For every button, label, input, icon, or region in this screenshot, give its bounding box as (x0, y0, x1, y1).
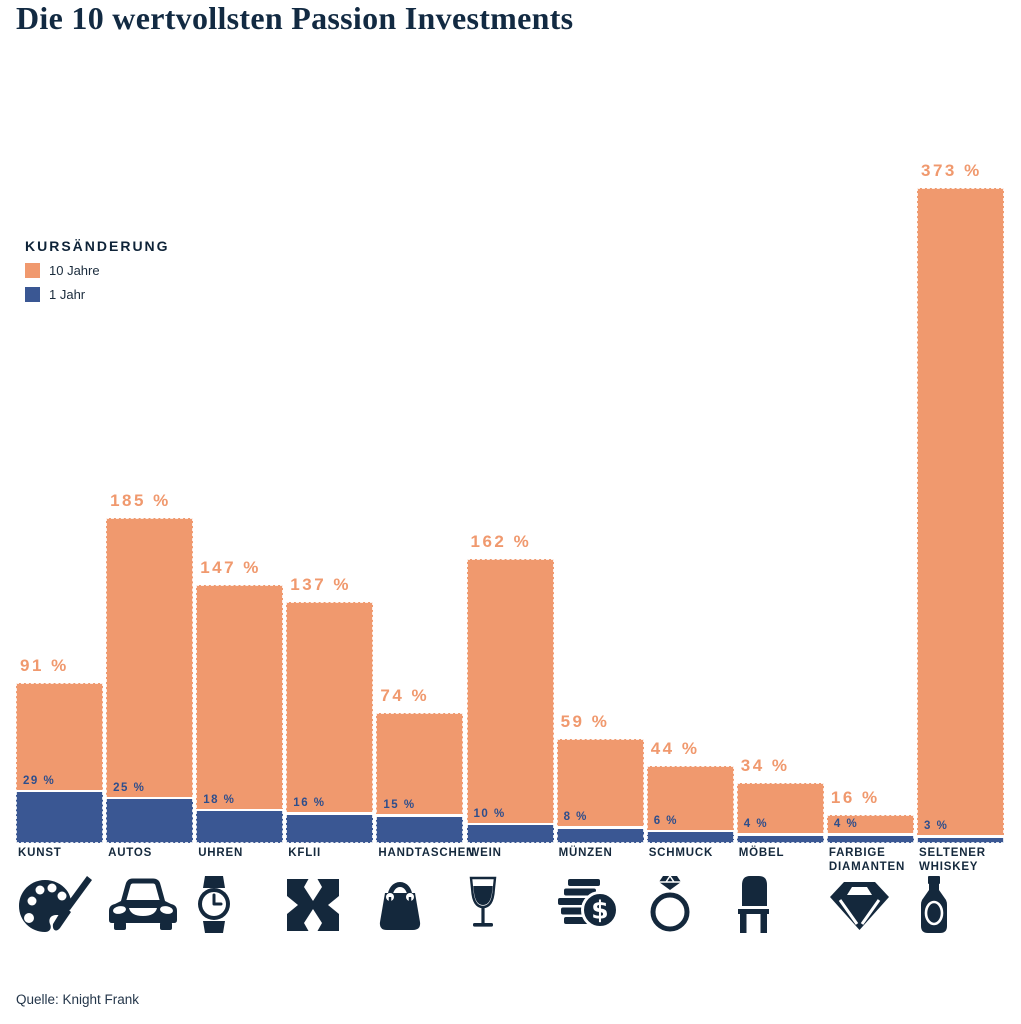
wine-glass-icon (468, 876, 498, 933)
value-label-1-jahr: 15 % (383, 799, 416, 812)
bar-1-jahr (646, 832, 734, 843)
value-label-1-jahr: 8 % (563, 811, 588, 824)
legend-item-1-jahr: 1 Jahr (25, 287, 170, 302)
value-label-10-jahre: 34 % (740, 756, 790, 776)
legend-swatch-1-jahr-icon (25, 287, 40, 302)
bar-group: 74 % 15 % (376, 0, 464, 843)
bar-group: 185 % 25 % (106, 0, 194, 843)
legend-label-1-jahr: 1 Jahr (49, 287, 86, 302)
value-label-1-jahr: 6 % (653, 814, 679, 827)
bar-divider (646, 829, 734, 833)
bar-divider (556, 826, 644, 829)
bar-divider (16, 789, 104, 793)
category-label: SELTENER WHISKEY (919, 847, 986, 874)
bar-1-jahr (196, 811, 284, 843)
bar-divider (286, 812, 374, 815)
car-icon (107, 876, 179, 931)
bar-1-jahr (286, 814, 374, 843)
bar-group: 137 % 16 % (286, 0, 374, 843)
bar-group: 34 % 4 % (736, 0, 824, 843)
bar-group: 373 % 3 % (917, 0, 1005, 843)
bar-divider (196, 808, 284, 812)
bar-group: 44 % 6 % (646, 0, 734, 843)
value-label-1-jahr: 29 % (23, 774, 56, 787)
category-label: KFLII (288, 847, 322, 859)
bar-10-jahre (736, 783, 824, 843)
bar-1-jahr (376, 816, 464, 843)
value-label-1-jahr: 10 % (473, 807, 506, 820)
bar-1-jahr (106, 799, 194, 843)
value-label-1-jahr: 4 % (833, 818, 859, 831)
category-label: MÖBEL (738, 847, 785, 859)
bar-1-jahr (556, 828, 644, 843)
bar-1-jahr (826, 835, 914, 843)
bar-10-jahre (917, 188, 1005, 843)
bar-1-jahr (466, 825, 554, 843)
category-label: AUTOS (108, 847, 153, 859)
knight-frank-logo-icon (287, 876, 340, 931)
diamond-icon (828, 876, 891, 932)
bar-divider (917, 835, 1005, 838)
category-label: SCHMUCK (648, 847, 714, 859)
value-label-10-jahre: 91 % (20, 656, 69, 676)
value-label-10-jahre: 137 % (290, 575, 351, 595)
value-label-1-jahr: 3 % (924, 820, 949, 833)
value-label-10-jahre: 74 % (380, 686, 430, 706)
bar-chart: 91 % 29 % 185 % 25 % 147 % 18 % 137 % 16 % 74 % 1… (16, 0, 1005, 843)
bar-10-jahre (106, 518, 194, 843)
value-label-10-jahre: 185 % (110, 491, 171, 511)
bar-divider (736, 833, 824, 836)
value-label-1-jahr: 16 % (293, 797, 326, 810)
value-label-1-jahr: 18 % (203, 793, 236, 806)
bar-1-jahr (16, 792, 104, 843)
value-label-10-jahre: 44 % (650, 738, 700, 758)
value-label-10-jahre: 59 % (560, 712, 610, 732)
ring-icon (648, 876, 692, 933)
whiskey-bottle-icon (918, 876, 950, 934)
value-label-10-jahre: 147 % (200, 557, 261, 577)
chair-icon (737, 876, 771, 933)
bar-10-jahre (196, 584, 284, 843)
category-label: HANDTASCHEN (378, 847, 476, 859)
legend: KURSÄNDERUNG 10 Jahre 1 Jahr (25, 238, 170, 302)
handbag-icon (377, 876, 423, 933)
value-label-10-jahre: 16 % (830, 787, 880, 807)
coins-icon: $ (557, 876, 619, 932)
bar-divider (376, 814, 464, 817)
legend-item-10-jahre: 10 Jahre (25, 263, 170, 278)
legend-label-10-jahre: 10 Jahre (49, 263, 100, 278)
bar-divider (826, 833, 914, 836)
palette-icon (17, 876, 95, 934)
value-label-1-jahr: 25 % (113, 781, 146, 794)
watch-icon (197, 876, 231, 933)
page-title: Die 10 wertvollsten Passion Investments (16, 0, 574, 36)
category-label: UHREN (198, 847, 244, 859)
bar-group: 147 % 18 % (196, 0, 284, 843)
bar-1-jahr (736, 835, 824, 843)
bar-10-jahre (286, 602, 374, 843)
legend-heading: KURSÄNDERUNG (25, 238, 170, 254)
svg-text:$: $ (591, 896, 608, 925)
value-label-10-jahre: 373 % (921, 161, 982, 180)
bar-group: 91 % 29 % (16, 0, 104, 843)
category-label: FARBIGE DIAMANTEN (828, 847, 906, 874)
bar-group: 59 % 8 % (556, 0, 644, 843)
bar-1-jahr (917, 837, 1005, 843)
value-label-1-jahr: 4 % (743, 818, 769, 831)
bar-divider (466, 822, 554, 826)
legend-swatch-10-jahre-icon (25, 263, 40, 278)
source-note: Quelle: Knight Frank (16, 992, 140, 1007)
bar-divider (106, 796, 194, 800)
value-label-10-jahre: 162 % (470, 531, 532, 551)
bar-10-jahre (466, 558, 554, 843)
bar-group: 16 % 4 % (826, 0, 914, 843)
bar-10-jahre (556, 739, 644, 843)
category-icons: $ (16, 876, 1004, 946)
category-label: KUNST (18, 847, 62, 859)
bar-group: 162 % 10 % (466, 0, 554, 843)
category-label: MÜNZEN (558, 847, 613, 859)
category-label: WEIN (468, 847, 502, 859)
